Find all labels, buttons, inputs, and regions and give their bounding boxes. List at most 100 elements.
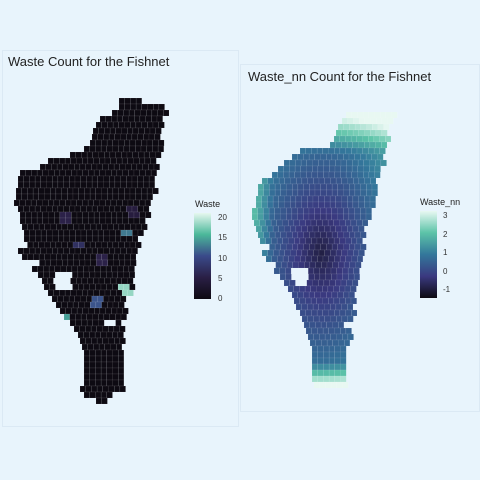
fishnet-cell — [57, 260, 63, 266]
fishnet-cell — [285, 268, 291, 274]
fishnet-cell — [344, 184, 350, 190]
fishnet-cell — [294, 220, 300, 226]
fishnet-cell — [130, 122, 136, 128]
fishnet-cell — [129, 272, 135, 278]
fishnet-cell — [331, 382, 337, 388]
fishnet-cell — [116, 278, 122, 284]
fishnet-cell — [91, 164, 97, 170]
fishnet-cell — [83, 170, 89, 176]
fishnet-cell — [375, 166, 381, 172]
fishnet-cell — [129, 110, 135, 116]
fishnet-cell — [58, 176, 64, 182]
fishnet-cell — [66, 212, 72, 218]
fishnet-cell — [301, 166, 307, 172]
fishnet-cell — [352, 256, 358, 262]
fishnet-cell — [295, 160, 301, 166]
fishnet-cell — [323, 376, 329, 382]
fishnet-cell — [309, 154, 315, 160]
fishnet-cell — [127, 236, 133, 242]
fishnet-cell — [101, 392, 107, 398]
fishnet-cell — [381, 160, 387, 166]
fishnet-cell — [127, 230, 133, 236]
fishnet-cell — [97, 164, 103, 170]
fishnet-cell — [115, 314, 121, 320]
fishnet-cell — [348, 316, 354, 322]
fishnet-cell — [110, 152, 116, 158]
fishnet-cell — [376, 142, 382, 148]
fishnet-cell — [318, 358, 324, 364]
legend-tick-label: 0 — [443, 268, 447, 276]
fishnet-cell — [340, 148, 346, 154]
fishnet-cell — [335, 364, 341, 370]
fishnet-cell — [104, 236, 110, 242]
fishnet-cell — [81, 152, 87, 158]
fishnet-cell — [329, 166, 335, 172]
fishnet-cell — [108, 224, 114, 230]
fishnet-cell — [40, 164, 46, 170]
fishnet-cell — [117, 218, 123, 224]
fishnet-cell — [291, 250, 297, 256]
fishnet-cell — [283, 238, 289, 244]
fishnet-cell — [126, 182, 132, 188]
fishnet-cell — [275, 214, 281, 220]
fishnet-cell — [20, 200, 26, 206]
fishnet-cell — [69, 206, 75, 212]
fishnet-cell — [102, 302, 108, 308]
fishnet-cell — [386, 112, 392, 118]
fishnet-cell — [319, 334, 325, 340]
fishnet-cell — [140, 116, 146, 122]
fishnet-cell — [353, 130, 359, 136]
fishnet-cell — [96, 302, 102, 308]
fishnet-cell — [279, 178, 285, 184]
fishnet-cell — [278, 166, 284, 172]
fishnet-cell — [290, 160, 296, 166]
fishnet-cell — [39, 194, 45, 200]
fishnet-cell — [111, 200, 117, 206]
fishnet-cell — [101, 146, 107, 152]
fishnet-cell — [344, 244, 350, 250]
fishnet-cell — [327, 340, 333, 346]
fishnet-cell — [321, 190, 327, 196]
fishnet-cell — [366, 208, 372, 214]
legend-tick-label: 10 — [218, 255, 227, 263]
fishnet-cell — [18, 182, 24, 188]
fishnet-cell — [145, 158, 151, 164]
fishnet-cell — [105, 344, 111, 350]
fishnet-cell — [342, 250, 348, 256]
fishnet-cell — [39, 260, 45, 266]
fishnet-cell — [115, 296, 121, 302]
fishnet-cell — [54, 290, 60, 296]
fishnet-cell — [113, 122, 119, 128]
fishnet-cell — [73, 242, 79, 248]
fishnet-cell — [349, 184, 355, 190]
fishnet-cell — [136, 98, 142, 104]
fishnet-cell — [364, 160, 370, 166]
fishnet-cell — [279, 226, 285, 232]
fishnet-cell — [293, 262, 299, 268]
fishnet-cell — [70, 236, 76, 242]
fishnet-cell — [285, 250, 291, 256]
fishnet-cell — [35, 176, 41, 182]
fishnet-cell — [99, 158, 105, 164]
fishnet-cell — [155, 134, 161, 140]
fishnet-cell — [114, 260, 120, 266]
fishnet-cell — [317, 286, 323, 292]
fishnet-cell — [98, 248, 104, 254]
waste-nn-legend-colorbar — [420, 211, 437, 298]
fishnet-cell — [52, 248, 58, 254]
fishnet-cell — [360, 214, 366, 220]
fishnet-cell — [27, 188, 33, 194]
fishnet-cell — [98, 176, 104, 182]
fishnet-cell — [123, 212, 129, 218]
fishnet-cell — [319, 226, 325, 232]
fishnet-cell — [159, 104, 165, 110]
fishnet-cell — [136, 242, 142, 248]
fishnet-cell — [112, 110, 118, 116]
fishnet-cell — [359, 142, 365, 148]
fishnet-cell — [27, 242, 33, 248]
fishnet-cell — [133, 128, 139, 134]
fishnet-cell — [83, 308, 89, 314]
fishnet-cell — [288, 286, 294, 292]
fishnet-cell — [262, 202, 268, 208]
fishnet-cell — [359, 226, 365, 232]
